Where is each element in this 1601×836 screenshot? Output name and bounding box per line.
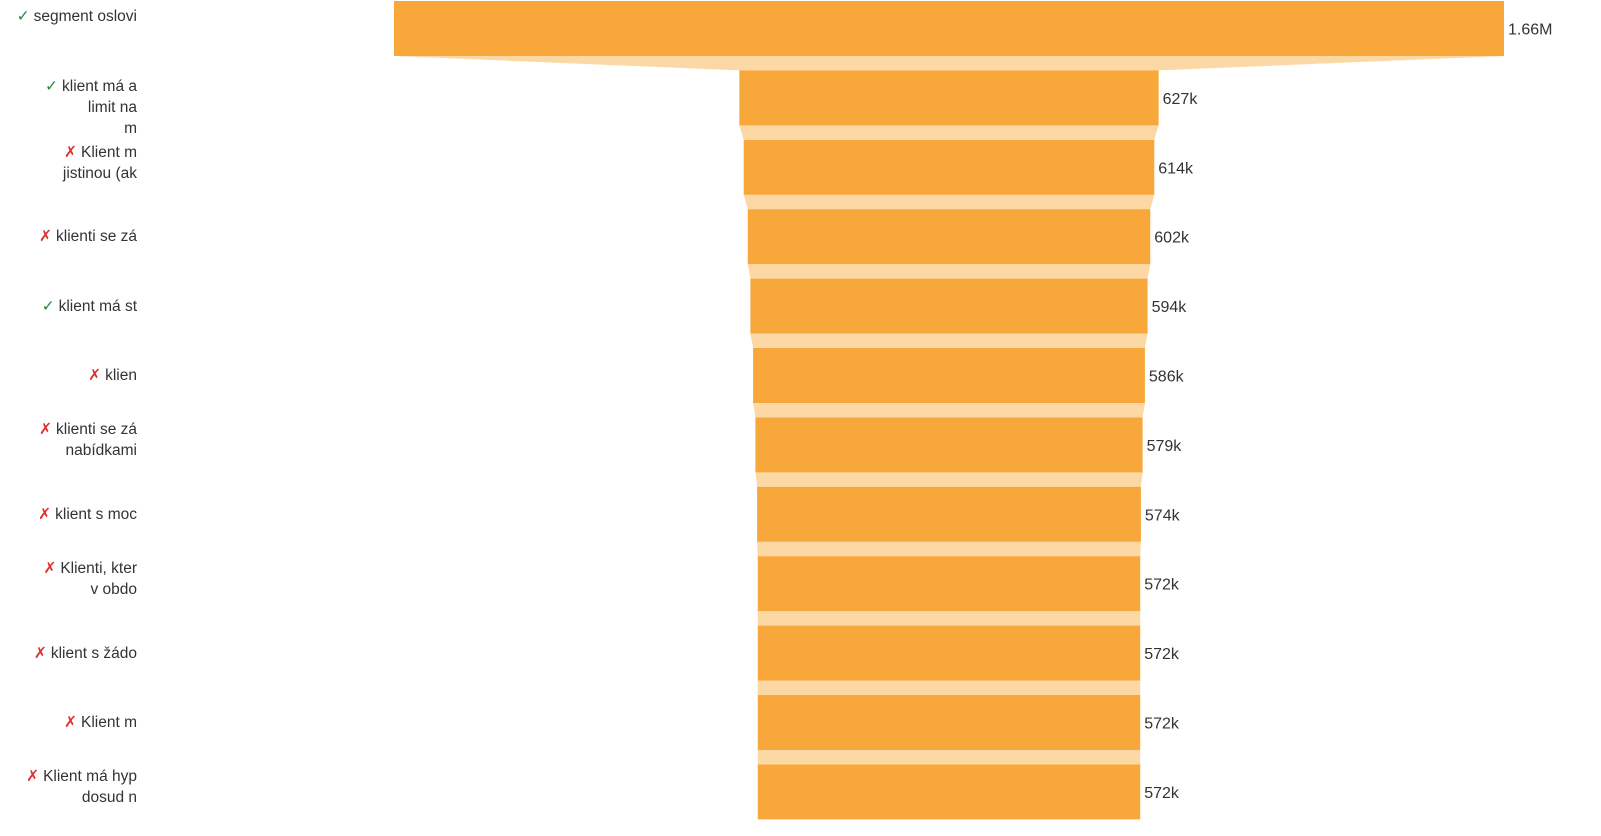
funnel-connector — [753, 403, 1145, 418]
value-label: 586k — [1149, 369, 1185, 386]
funnel-bar[interactable] — [743, 139, 1155, 195]
stage-label: ✗ Klient m jistinou (ak — [0, 142, 137, 184]
value-label: 614k — [1158, 160, 1194, 177]
stage-label-line: ✗ Klient m — [0, 142, 137, 163]
funnel-connector — [743, 194, 1155, 210]
value-label: 572k — [1144, 577, 1180, 594]
stage-label-text: klienti se zá — [56, 228, 137, 246]
funnel-connector — [757, 750, 1141, 765]
funnel-connector — [755, 472, 1143, 487]
stage-label: ✗ klien — [0, 365, 137, 386]
stage-label-text: segment oslovi — [33, 8, 137, 25]
cross-icon: ✗ — [38, 505, 52, 523]
funnel-connector — [750, 333, 1148, 348]
funnel-bar[interactable] — [755, 417, 1143, 473]
stage-label-line: ✗ Klienti, kter — [0, 558, 137, 579]
stage-label-text: limit na — [87, 99, 137, 117]
check-icon: ✓ — [16, 8, 30, 25]
stage-label-text: Klient má hyp — [43, 768, 137, 786]
check-icon: ✓ — [45, 78, 59, 96]
stage-label-text: Klient m — [81, 714, 137, 731]
stage-label-line: v obdo — [0, 579, 137, 600]
stage-label-text: nabídkami — [65, 442, 137, 460]
stage-label-text: Klient m — [81, 143, 137, 161]
stage-label-line: limit na — [0, 97, 137, 118]
stage-label-line: ✗ klient s žádo — [0, 643, 137, 664]
funnel-bar[interactable] — [757, 695, 1141, 750]
stage-label: ✗ Klient má hyp dosud n — [0, 766, 137, 808]
funnel-connector — [739, 125, 1159, 140]
stage-label-line: dosud n — [0, 787, 137, 808]
stage-label-text: klien — [105, 367, 137, 384]
value-label: 1.66M — [1508, 22, 1552, 39]
value-label: 574k — [1145, 507, 1181, 524]
stage-label-line: jistinou (ak — [0, 163, 137, 184]
value-label: 627k — [1163, 91, 1199, 108]
stage-label-text: dosud n — [81, 789, 137, 807]
stage-label-text: klient s žádo — [50, 644, 137, 662]
cross-icon: ✗ — [39, 228, 53, 246]
stage-label: ✗ Klient m — [0, 712, 137, 733]
value-label: 594k — [1152, 299, 1188, 316]
stage-label-text: Klienti, kter — [60, 560, 137, 578]
value-label: 579k — [1147, 438, 1183, 455]
funnel-bar[interactable] — [757, 625, 1141, 681]
stage-label-line: ✗ Klient má hyp — [0, 766, 137, 787]
cross-icon: ✗ — [64, 143, 77, 161]
stage-label-line: ✗ klienti se zá — [0, 419, 137, 440]
funnel-bar[interactable] — [739, 70, 1159, 126]
stage-label-line: ✗ Klient m — [0, 712, 137, 733]
cross-icon: ✗ — [43, 560, 57, 578]
stage-label-text: klient má st — [58, 297, 137, 315]
funnel-connector — [757, 541, 1141, 557]
value-label: 572k — [1144, 785, 1180, 802]
funnel-bar[interactable] — [757, 556, 1141, 612]
cross-icon: ✗ — [26, 768, 40, 786]
stage-label: ✗ klienti se zá nabídkami — [0, 419, 137, 461]
stage-label-line: ✗ klienti se zá — [0, 226, 137, 247]
stage-label: ✓ segment oslovi — [0, 6, 137, 27]
stage-label: ✗ Klienti, kter v obdo — [0, 558, 137, 600]
funnel-connector — [394, 56, 1504, 71]
stage-label-text: m — [124, 120, 137, 138]
stage-label-text: klient s moc — [55, 505, 137, 523]
cross-icon: ✗ — [39, 421, 53, 439]
value-label: 572k — [1144, 646, 1180, 663]
check-icon: ✓ — [41, 297, 55, 315]
funnel-connector — [757, 680, 1141, 695]
funnel-bar[interactable] — [394, 1, 1504, 56]
stage-label-text: klienti se zá — [56, 421, 137, 439]
stage-label-line: ✓ klient má a — [0, 76, 137, 97]
stage-label-text: klient má a — [62, 78, 137, 96]
value-label: 572k — [1144, 716, 1180, 733]
value-label: 602k — [1154, 230, 1190, 247]
stage-label-line: m — [0, 118, 137, 139]
stage-label-line: ✗ klient s moc — [0, 504, 137, 525]
stage-label: ✓ klient má st — [0, 296, 137, 317]
stage-label-line: ✓ klient má st — [0, 296, 137, 317]
stage-label: ✓ klient má a limit na m — [0, 76, 137, 139]
stage-label-text: jistinou (ak — [62, 164, 137, 182]
stage-label-text: v obdo — [90, 581, 137, 599]
funnel-bar[interactable] — [753, 348, 1145, 403]
stage-label-line: nabídkami — [0, 440, 137, 461]
funnel-bar[interactable] — [747, 209, 1151, 265]
stage-label: ✗ klienti se zá — [0, 226, 137, 247]
funnel-connector — [747, 264, 1151, 279]
stage-label: ✗ klient s žádo — [0, 643, 137, 664]
funnel-bar[interactable] — [757, 764, 1141, 820]
cross-icon: ✗ — [88, 367, 102, 384]
cross-icon: ✗ — [64, 714, 77, 731]
funnel-bar[interactable] — [757, 486, 1141, 542]
stage-label: ✗ klient s moc — [0, 504, 137, 525]
funnel-bar[interactable] — [750, 278, 1148, 334]
cross-icon: ✗ — [33, 644, 47, 662]
funnel-connector — [757, 611, 1141, 626]
stage-label-line: ✗ klien — [0, 365, 137, 386]
stage-label-line: ✓ segment oslovi — [0, 6, 137, 27]
